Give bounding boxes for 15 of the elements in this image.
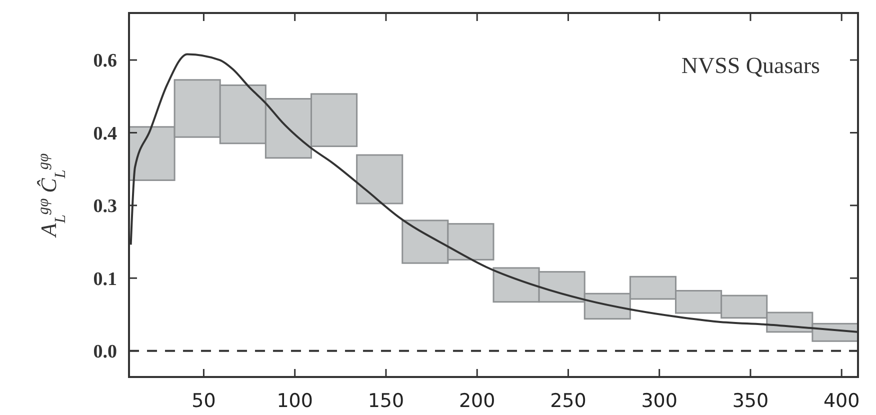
- y-tick-label: 0.6: [93, 50, 117, 72]
- x-tick-label: 400: [823, 390, 860, 412]
- x-tick-label: 200: [458, 390, 496, 412]
- x-tick-label: 150: [368, 390, 404, 412]
- y-tick-label: 0.0: [93, 341, 117, 362]
- y-tick-label: 0.1: [93, 268, 117, 290]
- x-tick-label: 100: [276, 390, 313, 412]
- y-tick-label: 0.3: [93, 196, 117, 218]
- x-tick-label: 50: [192, 390, 216, 412]
- x-tick-label: 350: [732, 390, 769, 412]
- bar: [356, 154, 404, 204]
- y-tick-label: 0.4: [93, 123, 118, 144]
- annotation: NVSS Quasars: [681, 53, 820, 78]
- x-tick-label: 250: [550, 390, 586, 412]
- x-tick-label: 300: [641, 390, 678, 412]
